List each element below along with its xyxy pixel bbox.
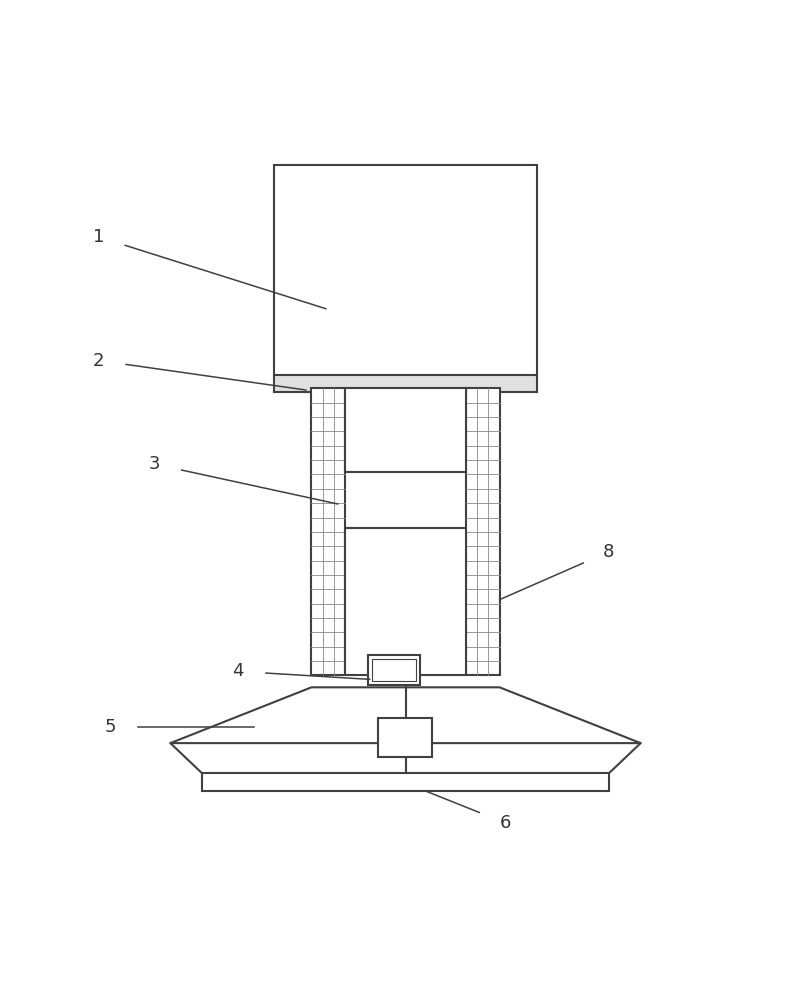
Bar [378,718,431,757]
Bar [274,375,537,392]
Bar [274,165,537,376]
Bar [345,528,466,675]
Text: 5: 5 [105,718,116,736]
Bar [372,659,416,681]
Bar [311,388,345,675]
Text: 8: 8 [603,543,615,561]
Polygon shape [170,687,641,743]
Text: 4: 4 [233,662,244,680]
Bar [202,773,609,791]
Bar [345,388,466,472]
Text: 6: 6 [500,814,511,832]
Text: 2: 2 [93,352,105,370]
Bar [368,655,420,685]
Text: 1: 1 [93,228,105,246]
Bar [466,388,500,675]
Text: 3: 3 [148,455,160,473]
